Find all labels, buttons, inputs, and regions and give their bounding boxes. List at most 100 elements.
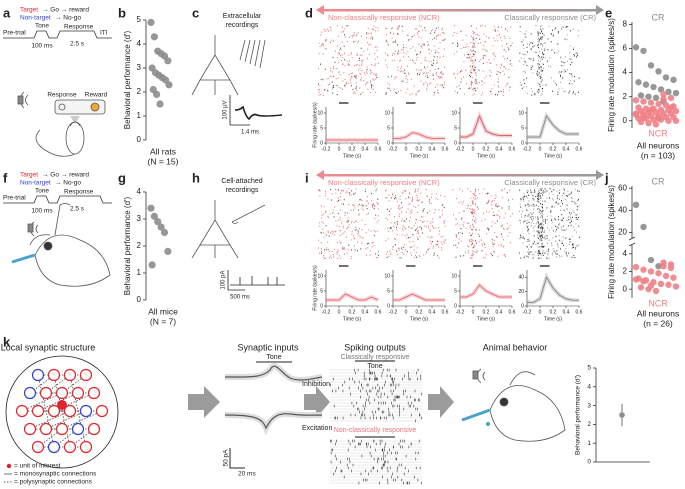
section-title: Local synaptic structure [1, 342, 96, 352]
spike [348, 54, 350, 56]
spike [346, 25, 347, 27]
spike [352, 36, 354, 38]
label: Target [20, 172, 38, 179]
point [662, 101, 670, 109]
spike [538, 208, 540, 210]
ncr-cr-arrow [316, 5, 604, 180]
spike [501, 64, 503, 66]
spike [336, 25, 338, 27]
spike [357, 230, 359, 232]
spike [439, 84, 441, 86]
spike [497, 78, 499, 80]
spike [438, 227, 440, 229]
spike [539, 223, 541, 225]
spike [552, 248, 554, 250]
label: ITI [100, 30, 108, 37]
spike [540, 73, 542, 76]
spike [533, 254, 535, 256]
spike [332, 71, 333, 73]
spike [325, 249, 327, 251]
spike [492, 45, 494, 47]
spike [438, 233, 440, 235]
spike [398, 207, 399, 209]
spike [389, 89, 391, 92]
spike [542, 214, 544, 216]
neuron [15, 404, 29, 418]
spike [455, 244, 457, 246]
spike [528, 221, 530, 223]
spike [569, 241, 571, 243]
spike [409, 246, 411, 248]
spike [371, 192, 372, 195]
spike [538, 194, 539, 196]
label: = polysynaptic connections [14, 479, 93, 486]
spike [497, 205, 499, 207]
spike [469, 232, 471, 234]
point [647, 99, 655, 106]
label: Cell-attached [221, 178, 262, 185]
spike [539, 239, 541, 241]
x-tick-label: 0.2 [349, 146, 356, 152]
spike [475, 79, 477, 81]
spike [542, 200, 543, 202]
spike [410, 216, 411, 218]
spike [539, 251, 541, 253]
point [632, 44, 640, 51]
spike [386, 197, 388, 199]
spike [415, 69, 417, 71]
spike [544, 218, 546, 220]
spike [544, 188, 546, 190]
spike [432, 78, 434, 80]
spike [573, 246, 574, 249]
spike [338, 86, 340, 88]
spike [423, 84, 425, 86]
spike [527, 226, 529, 228]
spike [358, 64, 360, 66]
spike [396, 229, 398, 231]
spike [352, 92, 354, 94]
spike [324, 30, 326, 33]
spike [472, 229, 473, 231]
spike [477, 189, 479, 191]
spike [413, 34, 415, 36]
spike [319, 252, 320, 254]
spike [442, 235, 444, 238]
spike [459, 71, 461, 73]
spike [377, 56, 378, 58]
spike [472, 202, 473, 204]
spike [486, 202, 487, 204]
spike [557, 32, 559, 34]
spike [341, 203, 343, 205]
spike [329, 213, 331, 215]
spike [458, 72, 460, 74]
spike [385, 64, 387, 66]
spike [397, 44, 398, 46]
spike [412, 59, 414, 61]
spike [369, 37, 371, 39]
neuron [79, 440, 93, 454]
spike [427, 72, 429, 74]
spike [390, 197, 392, 199]
spike [554, 251, 556, 253]
spike [479, 61, 481, 63]
spike [393, 33, 394, 35]
spike [364, 72, 366, 74]
spike [539, 188, 541, 190]
spike [564, 199, 566, 201]
spike [395, 194, 397, 197]
spike [417, 74, 419, 76]
spike [471, 200, 473, 202]
spike [463, 221, 465, 224]
spike [320, 242, 322, 244]
spike [530, 246, 532, 248]
spike [537, 44, 539, 46]
spike [533, 45, 535, 47]
spike [540, 25, 542, 27]
spike [433, 212, 435, 214]
y-axis-label: Firing rate modulation (spikes/s) [607, 18, 616, 132]
spike [398, 204, 400, 206]
spike [542, 209, 544, 212]
spike [357, 69, 359, 71]
spike [330, 70, 331, 72]
spike [547, 242, 548, 244]
